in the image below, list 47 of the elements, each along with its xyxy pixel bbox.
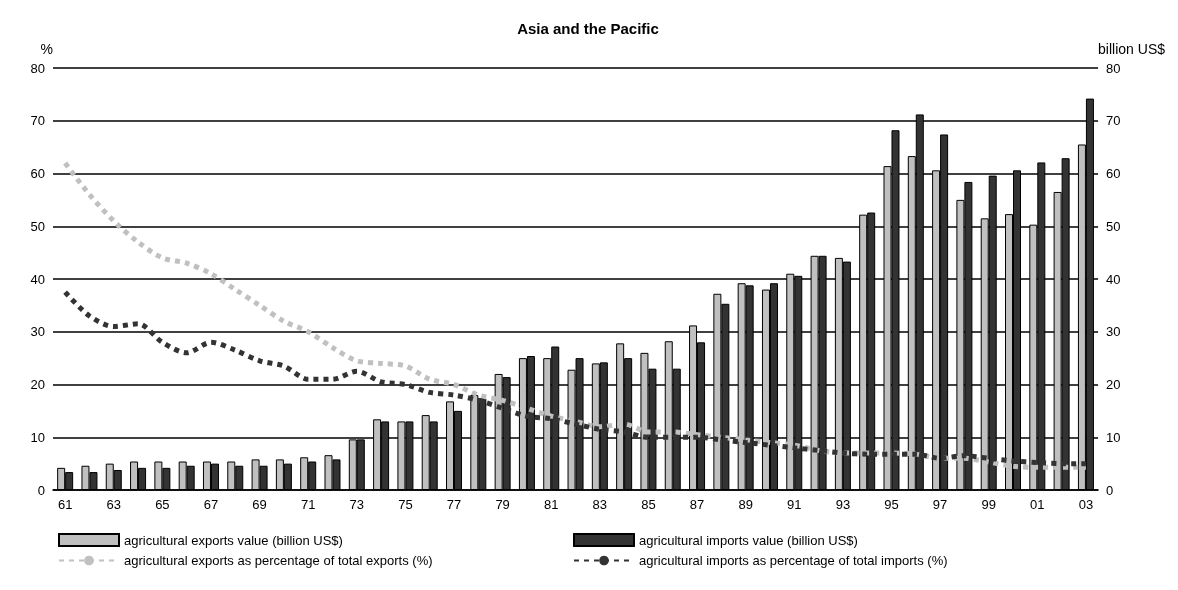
- x-tick-label: 01: [1030, 497, 1045, 512]
- x-tick-label: 95: [884, 497, 899, 512]
- x-tick-label: 69: [252, 497, 267, 512]
- x-tick-label: 79: [495, 497, 510, 512]
- x-tick-label: 77: [446, 497, 462, 512]
- y-tick-label: 40: [30, 271, 45, 287]
- x-tick-label: 61: [57, 497, 73, 512]
- chart-title: Asia and the Pacific: [517, 20, 659, 37]
- y2-tick-label: 30: [1106, 324, 1121, 340]
- legend-label: agricultural exports as percentage of total exports (%): [124, 553, 433, 568]
- x-tick-label: 83: [592, 497, 608, 512]
- y-tick-label: 10: [30, 429, 45, 445]
- y-axis-title: %: [40, 41, 53, 57]
- y2-axis-title: billion US$: [1098, 41, 1166, 57]
- y2-tick-label: 40: [1106, 271, 1121, 287]
- y-tick-label: 80: [30, 60, 45, 76]
- y-tick-label: 20: [30, 377, 45, 392]
- legend-label: agricultural imports as percentage of total imports (%): [639, 553, 948, 568]
- x-tick-label: 65: [155, 497, 170, 512]
- y2-tick-label: 60: [1106, 166, 1121, 181]
- x-tick-label: 71: [300, 497, 316, 512]
- x-tick-label: 63: [106, 497, 121, 512]
- x-tick-label: 73: [349, 497, 365, 512]
- legend-label: agricultural exports value (billion US$): [124, 532, 343, 548]
- legend-label: agricultural imports value (billion US$): [639, 532, 858, 548]
- y-tick-label: 70: [30, 113, 45, 129]
- x-tick-label: 67: [203, 497, 219, 512]
- y-tick-label: 30: [30, 324, 45, 340]
- y2-tick-label: 70: [1106, 113, 1121, 129]
- x-tick-label: 93: [835, 497, 851, 512]
- x-tick-label: 75: [398, 497, 413, 512]
- y2-tick-label: 50: [1106, 218, 1121, 234]
- y2-tick-label: 80: [1106, 60, 1121, 76]
- x-tick-label: 03: [1078, 497, 1094, 512]
- y-tick-label: 0: [37, 482, 45, 498]
- y-tick-label: 60: [30, 166, 45, 181]
- y2-tick-label: 10: [1106, 429, 1121, 445]
- x-tick-label: 97: [932, 497, 948, 512]
- y-tick-label: 50: [30, 218, 45, 234]
- x-tick-label: 85: [641, 497, 656, 512]
- x-tick-label: 89: [738, 497, 753, 512]
- x-tick-label: 81: [544, 497, 559, 512]
- x-tick-label: 91: [787, 497, 802, 512]
- y2-tick-label: 20: [1106, 377, 1121, 392]
- x-tick-label: 99: [981, 497, 996, 512]
- x-tick-label: 87: [689, 497, 705, 512]
- y2-tick-label: 0: [1106, 482, 1114, 498]
